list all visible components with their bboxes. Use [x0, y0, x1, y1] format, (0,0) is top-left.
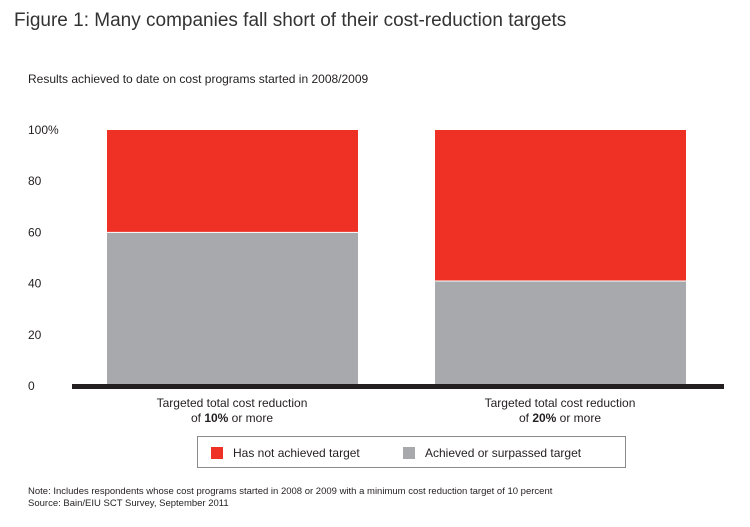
- legend-item-achieved: Achieved or surpassed target: [403, 446, 581, 460]
- footnote-source: Source: Bain/EIU SCT Survey, September 2…: [28, 498, 229, 509]
- y-tick-label: 0: [28, 379, 35, 393]
- footnote: Note: Includes respondents whose cost pr…: [28, 486, 552, 510]
- bars: [107, 130, 686, 386]
- legend-label-not-achieved: Has not achieved target: [233, 446, 360, 460]
- category-label-2-line2: of 20% or more: [518, 411, 602, 425]
- y-tick-label: 60: [28, 225, 42, 239]
- y-tick-label: 40: [28, 277, 42, 291]
- bar-1-not-achieved: [107, 130, 358, 233]
- y-axis-ticks: 100% 80 60 40 20 0: [28, 123, 59, 393]
- chart-subtitle: Results achieved to date on cost program…: [28, 72, 369, 86]
- legend-label-achieved: Achieved or surpassed target: [425, 446, 582, 460]
- y-tick-label: 20: [28, 328, 42, 342]
- category-label-2-line1: Targeted total cost reduction: [484, 396, 636, 410]
- category-label-1: Targeted total cost reduction of 10% or …: [102, 396, 362, 426]
- bar-2-achieved: [435, 281, 686, 386]
- x-axis-baseline: [72, 384, 724, 389]
- footnote-note: Note: Includes respondents whose cost pr…: [28, 486, 553, 497]
- bar-2-not-achieved: [435, 130, 686, 282]
- chart-title: Figure 1: Many companies fall short of t…: [14, 10, 567, 31]
- y-tick-label: 100%: [28, 123, 59, 137]
- category-label-1-line2: of 10% or more: [190, 411, 274, 425]
- legend: Has not achieved target Achieved or surp…: [197, 436, 626, 468]
- category-label-2: Targeted total cost reduction of 20% or …: [430, 396, 690, 426]
- legend-swatch-not-achieved: [211, 447, 223, 459]
- bar-1-achieved: [107, 232, 358, 386]
- legend-item-not-achieved: Has not achieved target: [211, 446, 360, 460]
- y-tick-label: 80: [28, 174, 42, 188]
- category-label-1-line1: Targeted total cost reduction: [156, 396, 308, 410]
- legend-swatch-achieved: [403, 447, 415, 459]
